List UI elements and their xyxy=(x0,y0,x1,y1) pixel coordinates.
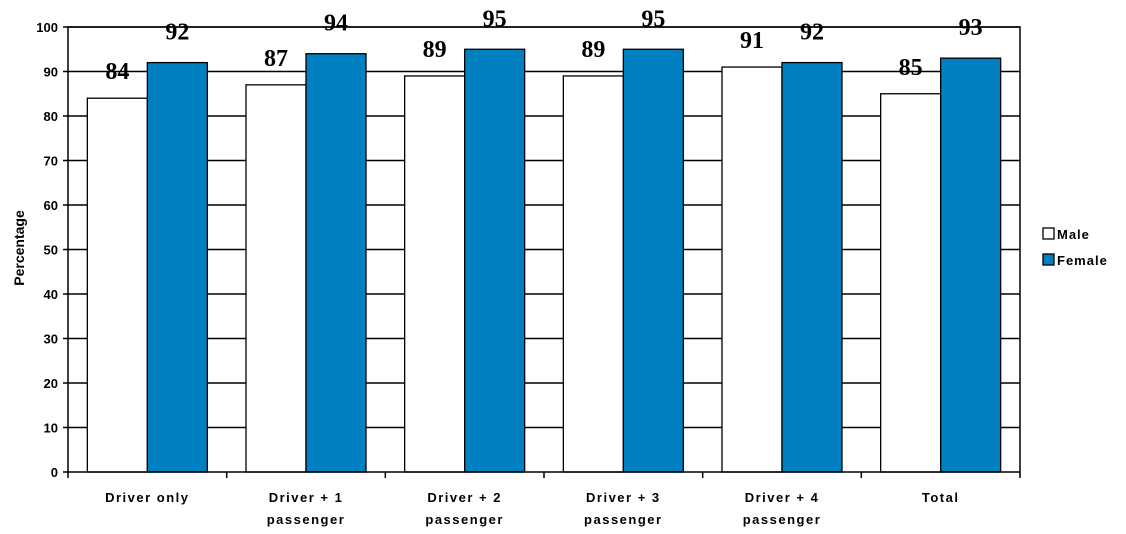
bar-male xyxy=(880,93,942,473)
bar-male xyxy=(562,75,624,473)
y-tick-label: 70 xyxy=(44,154,58,169)
x-tick-label: passenger xyxy=(425,512,504,527)
y-tick-label: 0 xyxy=(51,465,58,480)
bar-male xyxy=(404,75,466,473)
y-tick-label: 20 xyxy=(44,376,58,391)
value-label-male: 85 xyxy=(899,55,923,81)
x-tick-label: Driver only xyxy=(105,490,189,505)
bar-female xyxy=(781,61,843,473)
y-tick-label: 80 xyxy=(44,109,58,124)
bar-female xyxy=(622,48,684,473)
bar-male xyxy=(245,84,307,473)
bar-female xyxy=(305,53,367,473)
x-tick-label: Driver + 4 xyxy=(745,490,820,505)
data-labels: 84 92 87 94 89 95 89 95 91 92 85 93 xyxy=(105,6,982,85)
bar-female xyxy=(940,57,1002,473)
bars xyxy=(86,48,1002,473)
x-tick-label: Driver + 3 xyxy=(586,490,661,505)
value-label-female: 95 xyxy=(641,6,665,32)
x-tick-label: Driver + 1 xyxy=(269,490,344,505)
legend-swatch-male xyxy=(1042,227,1055,240)
value-label-female: 92 xyxy=(165,20,189,46)
y-tick-label: 10 xyxy=(44,421,58,436)
plot-frame xyxy=(67,26,1021,473)
value-label-male: 87 xyxy=(264,46,288,72)
y-tick-label: 60 xyxy=(44,198,58,213)
value-label-female: 92 xyxy=(800,20,824,46)
y-tick-label: 90 xyxy=(44,65,58,80)
value-label-female: 94 xyxy=(324,11,348,37)
x-tick-label: passenger xyxy=(584,512,663,527)
value-label-male: 84 xyxy=(105,59,129,85)
y-tick-label: 50 xyxy=(44,243,58,258)
legend: Male Female xyxy=(1042,227,1108,268)
gridlines xyxy=(68,26,1020,429)
y-axis-label: Percentage xyxy=(11,210,27,286)
y-tick-label: 30 xyxy=(44,332,58,347)
axes: 0 10 20 30 40 50 60 70 80 90 100 Driver only Driver … xyxy=(36,20,1021,527)
x-tick-label: Total xyxy=(922,490,960,505)
value-label-male: 89 xyxy=(581,37,605,63)
bar-male xyxy=(721,66,783,473)
value-label-male: 91 xyxy=(740,28,764,54)
value-label-male: 89 xyxy=(423,37,447,63)
value-label-female: 95 xyxy=(483,6,507,32)
y-tick-label: 100 xyxy=(36,20,58,35)
x-tick-label: passenger xyxy=(267,512,346,527)
y-tick-label: 40 xyxy=(44,287,58,302)
x-tick-label: Driver + 2 xyxy=(427,490,502,505)
legend-label-female: Female xyxy=(1057,253,1108,268)
x-tick-label: passenger xyxy=(743,512,822,527)
bar-female xyxy=(464,48,526,473)
legend-swatch-female xyxy=(1042,253,1055,266)
bar-female xyxy=(146,61,208,473)
legend-label-male: Male xyxy=(1057,227,1090,242)
value-label-female: 93 xyxy=(959,15,983,41)
bar-male xyxy=(86,97,148,473)
